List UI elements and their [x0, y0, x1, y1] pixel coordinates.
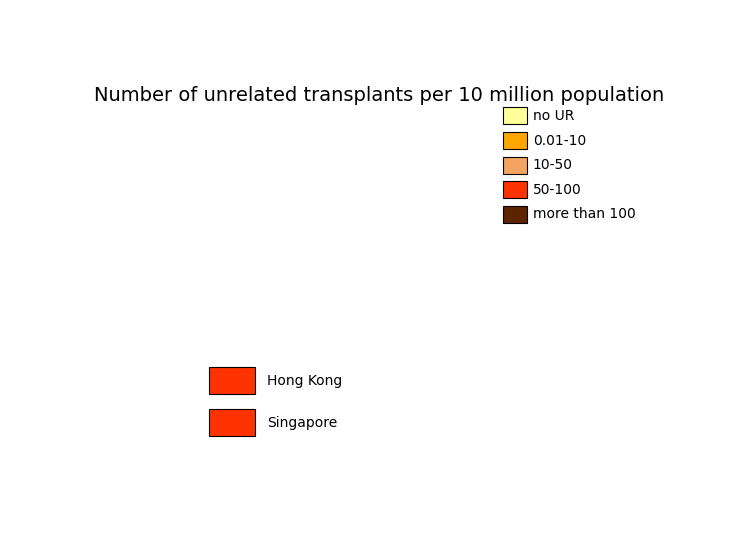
- Bar: [503, 108, 526, 124]
- Text: no UR: no UR: [533, 109, 574, 123]
- Bar: [503, 132, 526, 149]
- Text: 50-100: 50-100: [533, 183, 582, 197]
- Text: Singapore: Singapore: [267, 416, 337, 430]
- Bar: [503, 181, 526, 198]
- Text: Number of unrelated transplants per 10 million population: Number of unrelated transplants per 10 m…: [94, 86, 665, 105]
- Text: 0.01-10: 0.01-10: [533, 134, 586, 148]
- Bar: [503, 206, 526, 223]
- Text: more than 100: more than 100: [533, 208, 636, 221]
- Bar: [209, 409, 255, 436]
- Bar: [209, 367, 255, 394]
- Bar: [503, 157, 526, 174]
- Text: 10-50: 10-50: [533, 158, 573, 172]
- Text: Hong Kong: Hong Kong: [267, 374, 342, 388]
